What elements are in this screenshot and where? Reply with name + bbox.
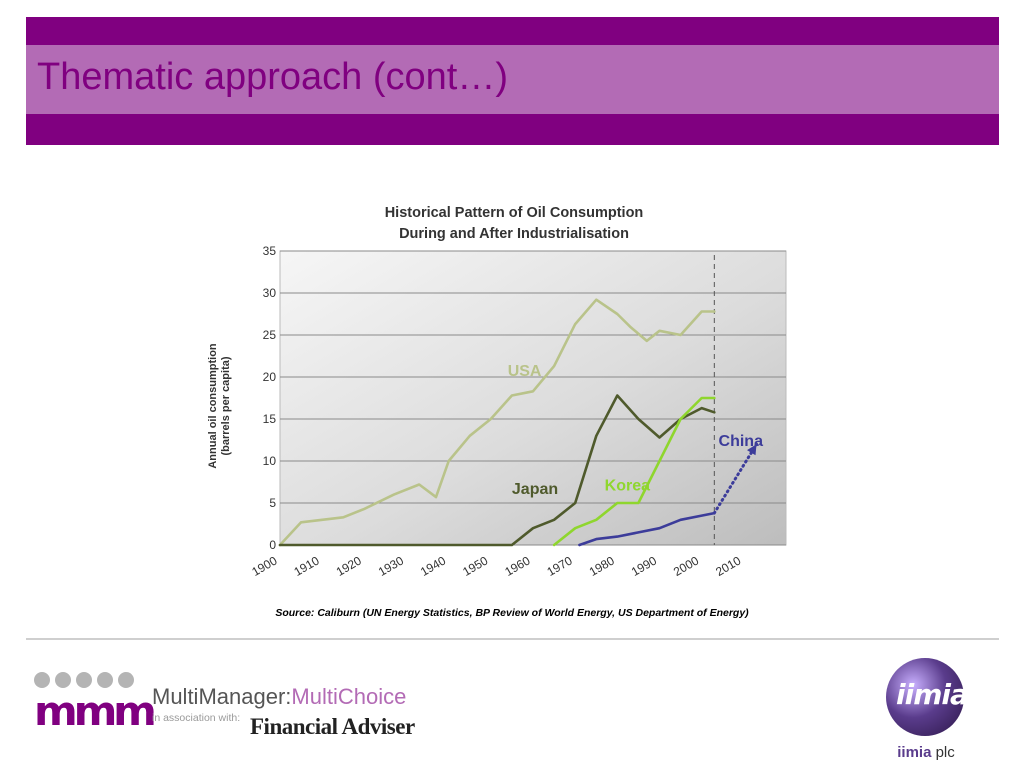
chart-title-line-1: Historical Pattern of Oil Consumption — [385, 205, 644, 221]
company-name: iimia plc — [876, 744, 976, 761]
y-tick-label: 15 — [263, 412, 277, 426]
x-tick-label: 1970 — [545, 553, 575, 579]
title-band-bottom — [26, 114, 999, 145]
y-tick-label: 10 — [263, 454, 277, 468]
japan-series-label: Japan — [512, 481, 558, 498]
x-tick-label: 1940 — [418, 553, 448, 579]
x-tick-label: 1910 — [292, 553, 322, 579]
logo-dot — [76, 672, 92, 688]
x-tick-label: 1930 — [376, 553, 406, 579]
y-axis-label-line-2: (barrels per capita) — [220, 356, 232, 455]
title-band — [26, 45, 999, 114]
brand-name-part1: MultiManager: — [152, 684, 292, 709]
logo-dot — [34, 672, 50, 688]
brand-name-part2: MultiChoice — [291, 684, 407, 709]
logo-dot — [55, 672, 71, 688]
logo-dots — [34, 672, 139, 693]
korea-series-line — [552, 396, 716, 547]
china-series-label: China — [719, 433, 764, 450]
chart-title-line-2: During and After Industrialisation — [399, 226, 629, 242]
y-tick-label: 30 — [263, 286, 277, 300]
y-tick-label: 25 — [263, 328, 277, 342]
china-projection-arrowhead — [747, 444, 757, 456]
logo-dot — [118, 672, 134, 688]
x-tick-label: 1900 — [249, 553, 279, 579]
logo-dot — [97, 672, 113, 688]
footer-divider — [26, 638, 999, 640]
x-tick-label: 1960 — [502, 553, 532, 579]
iimia-logo: iimia iimia plc — [876, 656, 976, 764]
slide-title: Thematic approach (cont…) — [37, 56, 508, 98]
brand-name: MultiManager:MultiChoice — [152, 684, 406, 710]
china-projection-line — [712, 442, 758, 515]
y-tick-label: 5 — [269, 496, 276, 510]
y-axis-label-line-1: Annual oil consumption — [207, 343, 219, 469]
globe-icon — [886, 658, 964, 736]
usa-series-label: USA — [508, 363, 542, 380]
y-tick-label: 35 — [263, 244, 277, 258]
y-tick-label: 0 — [269, 538, 276, 552]
korea-series-label: Korea — [605, 477, 650, 494]
company-name-bold: iimia — [897, 744, 932, 761]
mmm-logo-mark: mmm — [34, 689, 157, 735]
title-band-top — [26, 17, 999, 45]
x-tick-label: 1920 — [334, 553, 364, 579]
source-note: Source: Caliburn (UN Energy Statistics, … — [275, 607, 749, 619]
x-tick-label: 1980 — [587, 553, 617, 579]
china-series-line — [578, 511, 716, 547]
globe-logo-text: iimia — [896, 678, 969, 711]
association-text: in association with: — [152, 712, 241, 724]
y-tick-label: 20 — [263, 370, 277, 384]
x-tick-label: 1950 — [460, 553, 490, 579]
partner-name: Financial Adviser — [250, 714, 415, 739]
company-name-suffix: plc — [931, 744, 955, 761]
x-tick-label: 1990 — [629, 553, 659, 579]
usa-series-line — [278, 298, 716, 547]
x-tick-label: 2010 — [713, 553, 743, 579]
oil-consumption-chart: 0 5 10 15 20 25 30 35 1900 1910 1920 1930 1940 1950 1… — [207, 205, 787, 579]
multimanager-logo: mmm MultiManager:MultiChoice in associat… — [34, 672, 434, 742]
x-tick-label: 2000 — [671, 553, 701, 579]
